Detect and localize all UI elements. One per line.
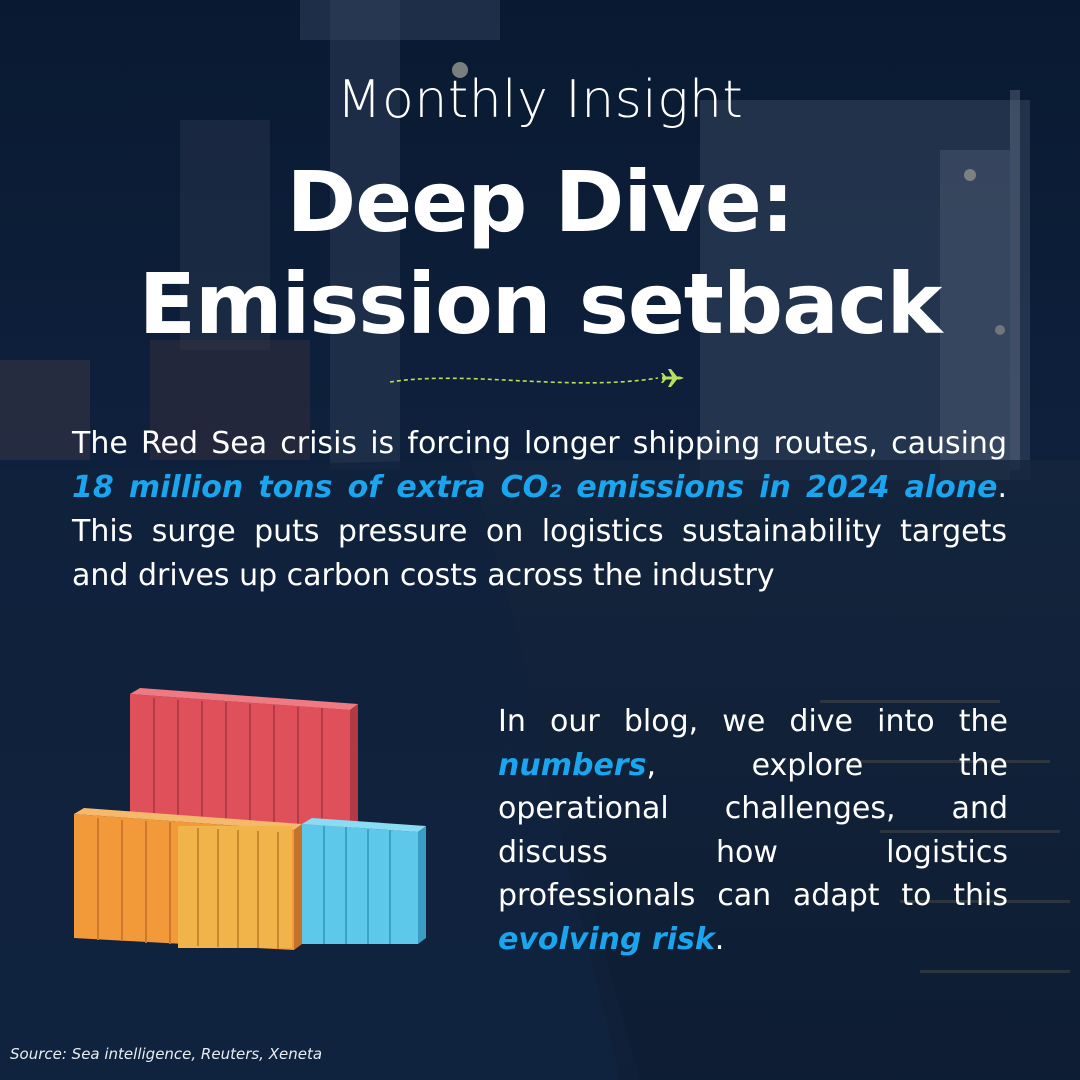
- blog-highlight-numbers: numbers: [498, 747, 647, 783]
- blog-text-1: In our blog, we dive into the: [498, 704, 1008, 739]
- blue-container: [302, 818, 426, 944]
- blog-text-3: .: [714, 921, 725, 957]
- blog-highlight-risk: evolving risk: [498, 921, 715, 957]
- airplane-icon: [389, 369, 684, 387]
- source-credit: Source: Sea intelligence, Reuters, Xenet…: [10, 1045, 323, 1063]
- intro-paragraph: The Red Sea crisis is forcing longer shi…: [72, 422, 1007, 598]
- shipping-containers-icon: [74, 688, 426, 950]
- intro-text-start: The Red Sea crisis is forcing longer shi…: [72, 426, 1007, 461]
- intro-highlight: 18 million tons of extra CO₂ emissions i…: [72, 470, 998, 505]
- red-container: [130, 688, 358, 830]
- subtitle: Monthly Insight: [336, 70, 744, 130]
- title-line-2: Emission setback: [138, 255, 943, 353]
- title-line-1: Deep Dive:: [286, 153, 795, 251]
- blog-paragraph: In our blog, we dive into the numbers, e…: [498, 700, 1008, 961]
- blog-text-2: , explore the operational challenges, an…: [498, 747, 1008, 914]
- intro-text-end: . This surge puts pressure on logistics …: [72, 470, 1007, 593]
- orange-container: [74, 808, 302, 950]
